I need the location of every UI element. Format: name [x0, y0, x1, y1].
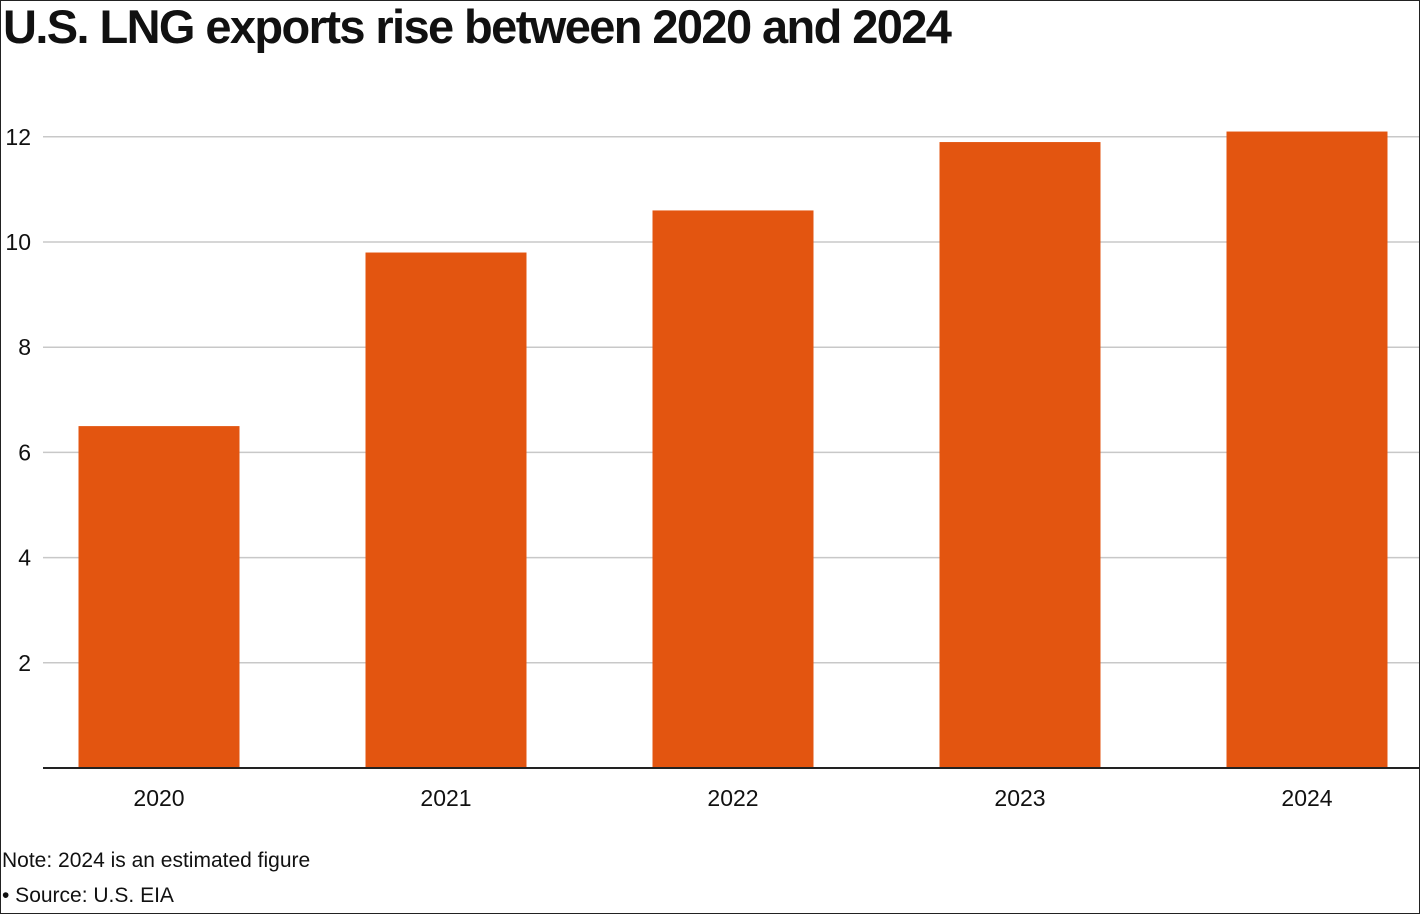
x-tick-label: 2022: [707, 785, 758, 811]
bar-2023: [939, 142, 1101, 768]
x-tick-label: 2020: [133, 785, 184, 811]
chart-title: U.S. LNG exports rise between 2020 and 2…: [3, 0, 952, 53]
y-tick-label: 8: [18, 334, 31, 360]
bar-2024: [1226, 131, 1388, 769]
y-tick-label: 4: [18, 545, 31, 571]
x-tick-label: 2023: [994, 785, 1045, 811]
y-tick-label: 6: [18, 439, 31, 465]
y-tick-label: 12: [5, 124, 31, 150]
chart-note: Note: 2024 is an estimated figure: [2, 849, 311, 872]
x-tick-label: 2024: [1281, 785, 1332, 811]
chart-source: • Source: U.S. EIA: [2, 884, 174, 907]
y-tick-label: 2: [18, 650, 31, 676]
x-tick-label: 2021: [420, 785, 471, 811]
y-tick-label: 10: [5, 229, 31, 255]
bar-2020: [78, 426, 240, 768]
bar-2021: [365, 252, 527, 768]
bar-2022: [652, 210, 814, 768]
